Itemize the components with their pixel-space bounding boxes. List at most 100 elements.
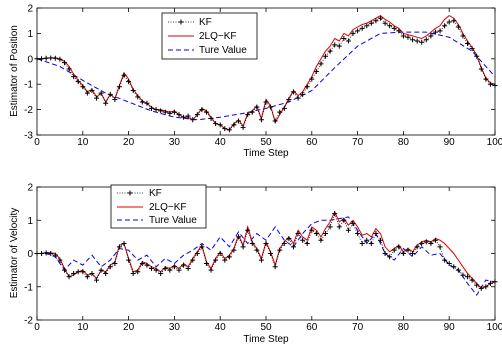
velocity-kf-point (217, 251, 223, 256)
position-kf-point (410, 37, 416, 43)
velocity-kf-point (446, 260, 452, 266)
velocity-kf-point (350, 221, 356, 227)
position-kf-point (318, 61, 324, 67)
velocity-kf-point (254, 247, 260, 253)
velocity-kf-point (80, 269, 86, 275)
velocity-kf-point (474, 282, 480, 288)
velocity-kf-point (332, 211, 338, 217)
velocity-series-kf-line (37, 212, 496, 289)
position-kf-point (455, 24, 461, 30)
position-kf-point (483, 76, 489, 82)
velocity-y-tick-label: 2 (27, 183, 33, 194)
position-kf-point (286, 96, 292, 102)
velocity-kf-point (442, 257, 448, 263)
position-kf-point (364, 23, 370, 29)
position-kf-point (89, 88, 95, 94)
velocity-kf-point (277, 247, 283, 253)
position-x-ticks: 0 10 20 30 40 50 60 70 80 90 100 (34, 8, 502, 148)
position-kf-point (391, 25, 397, 31)
position-kf-point (309, 76, 315, 82)
position-kf-point (245, 112, 251, 118)
position-kf-point (162, 109, 168, 115)
position-legend-kf: KF (199, 17, 212, 28)
position-y-ticks: -3 -2 -1 0 1 2 (24, 4, 495, 142)
position-kf-point (313, 69, 319, 74)
position-kf-point (341, 35, 347, 41)
position-y-tick-label: 2 (27, 4, 33, 15)
velocity-kf-point (208, 267, 214, 273)
position-kf-point (190, 117, 196, 123)
velocity-kf-point (451, 264, 457, 270)
velocity-kf-point (364, 237, 370, 243)
velocity-kf-point (107, 264, 113, 270)
position-kf-point (277, 109, 283, 115)
position-kf-point (437, 28, 443, 34)
velocity-kf-point (48, 251, 54, 256)
velocity-kf-point (313, 231, 319, 237)
velocity-kf-point (71, 270, 77, 276)
velocity-legend-marker (127, 190, 133, 196)
position-kf-point (199, 107, 205, 113)
velocity-kf-point (240, 244, 246, 250)
velocity-x-tick-label: 20 (123, 322, 135, 333)
position-legend: KF 2LQ−KF Ture Value (161, 12, 258, 60)
position-y-tick-label: 0 (27, 54, 33, 65)
velocity-kf-point (52, 252, 58, 258)
position-kf-point (396, 28, 402, 34)
velocity-kf-point (410, 251, 416, 256)
position-kf-point (419, 39, 425, 45)
position-kf-point (107, 91, 113, 97)
velocity-kf-point (158, 270, 164, 276)
position-kf-point (355, 28, 361, 34)
position-kf-point (139, 99, 145, 105)
velocity-kf-point (226, 254, 232, 260)
velocity-kf-point (135, 269, 141, 275)
position-kf-point (350, 30, 356, 36)
velocity-kf-point (359, 241, 365, 247)
position-kf-point (153, 107, 159, 113)
velocity-kf-point (432, 237, 438, 243)
position-y-tick-label: 1 (27, 29, 33, 40)
position-y-tick-label: -1 (24, 80, 33, 91)
position-x-tick-label: 10 (77, 137, 89, 148)
velocity-kf-point (478, 285, 484, 291)
velocity-kf-point (428, 241, 434, 247)
position-x-axis-label: Time Step (243, 148, 289, 159)
position-kf-point (226, 127, 232, 133)
position-kf-point (432, 29, 438, 35)
velocity-kf-point (487, 280, 493, 286)
position-kf-point (263, 99, 269, 105)
velocity-kf-point (199, 244, 205, 250)
position-kf-point (405, 34, 411, 40)
velocity-kf-point (130, 270, 136, 276)
position-kf-point (98, 90, 104, 96)
position-kf-point (336, 43, 342, 49)
velocity-kf-point (492, 279, 498, 285)
position-kf-point (327, 48, 333, 54)
velocity-x-tick-label: 10 (77, 322, 89, 333)
velocity-y-axis-label: Estimator of Velocity (9, 208, 20, 299)
velocity-kf-point (355, 231, 361, 237)
position-kf-point (400, 33, 406, 39)
position-kf-point (171, 109, 177, 115)
velocity-x-tick-label: 100 (487, 322, 502, 333)
position-kf-point (112, 96, 118, 102)
velocity-y-tick-label: 1 (27, 216, 33, 227)
velocity-kf-point (286, 236, 292, 242)
position-kf-point (359, 25, 365, 31)
position-kf-point (460, 33, 466, 39)
position-kf-point (474, 53, 480, 59)
velocity-kf-point (423, 239, 429, 245)
position-kf-point (345, 38, 351, 44)
velocity-legend-kf: KF (149, 188, 162, 199)
position-x-tick-label: 50 (260, 137, 272, 148)
position-kf-point (281, 105, 287, 111)
velocity-kf-point (112, 260, 118, 266)
velocity-x-tick-label: 30 (169, 322, 181, 333)
velocity-kf-point (139, 260, 145, 266)
position-kf-point (149, 105, 154, 111)
position-kf-point (332, 42, 338, 48)
position-x-tick-label: 20 (123, 137, 135, 148)
position-kf-point (254, 104, 260, 110)
